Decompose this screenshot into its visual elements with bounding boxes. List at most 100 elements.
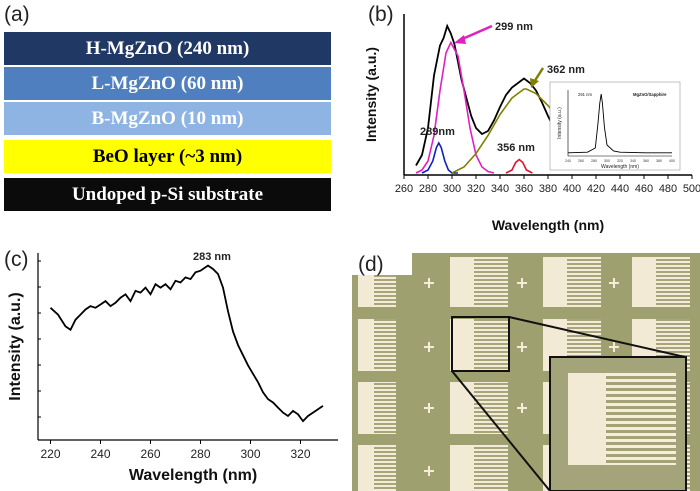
x-tick-label: 280 [419, 183, 437, 195]
zoom-line-top [508, 316, 686, 358]
inset-tick-label: 360 [643, 159, 649, 163]
layer-label: L-MgZnO (60 nm) [91, 72, 244, 94]
alignment-mark [424, 466, 434, 476]
zoom-inset [549, 356, 687, 491]
annotation-356nm: 356 nm [497, 142, 535, 154]
x-tick-label: 340 [491, 183, 509, 195]
layer-1: H-MgZnO (240 nm) [4, 32, 331, 65]
white-corner [352, 253, 412, 275]
electrode-pad [358, 382, 374, 434]
alignment-mark [609, 278, 619, 288]
x-tick-label: 500 [683, 183, 700, 195]
x-tick-label: 480 [659, 183, 677, 195]
spectrum-chart-c: 220 240 260 280 300 320 Wavelength (nm) Intensi… [7, 251, 338, 484]
x-tick-label: 380 [539, 183, 557, 195]
measured-spectrum-line [415, 23, 561, 166]
panel-b-label: (b) [368, 3, 394, 26]
x-tick-label: 360 [515, 183, 533, 195]
inset-tick-label: 280 [591, 159, 597, 163]
electrode-fingers [474, 319, 508, 371]
electrode-pad [450, 257, 474, 307]
arrow-362nm-head [530, 78, 539, 88]
alignment-mark [424, 403, 434, 413]
inset-tick-label: 340 [630, 159, 636, 163]
panel-c-label: (c) [4, 248, 29, 271]
electrode-pad [450, 319, 474, 371]
electrode-fingers [656, 257, 690, 307]
x-tick-label: 280 [190, 447, 210, 461]
annotation-289nm: 289nm [420, 126, 455, 138]
electrode-fingers [474, 257, 508, 307]
inset-tick-label: 260 [578, 159, 584, 163]
zoom-line-bottom [451, 370, 551, 491]
layer-label: Undoped p-Si substrate [71, 183, 264, 205]
gaussian-356-line [505, 158, 533, 174]
y-axis-label: Intensity (a.u.) [7, 292, 24, 400]
panel-a-label: (a) [4, 3, 30, 26]
x-tick-label: 400 [563, 183, 581, 195]
x-tick-label: 320 [290, 447, 310, 461]
electrode-fingers [374, 319, 396, 371]
annotation-299nm: 299 nm [495, 21, 533, 33]
layer-label: B-MgZnO (10 nm) [91, 107, 244, 129]
x-tick-label: 260 [395, 183, 413, 195]
layer-2: L-MgZnO (60 nm) [4, 67, 331, 100]
inset-tick-label: 240 [565, 159, 571, 163]
electrode-pad [450, 382, 474, 434]
x-axis-label: Wavelength (nm) [492, 217, 604, 233]
spectrum-line [49, 264, 324, 423]
x-tick-label: 460 [635, 183, 653, 195]
x-tick-label: 300 [240, 447, 260, 461]
alignment-mark [517, 278, 527, 288]
x-tick-label: 320 [467, 183, 485, 195]
inset-tick-label: 300 [604, 159, 610, 163]
layer-5: Undoped p-Si substrate [4, 178, 331, 211]
x-tick-label: 440 [611, 183, 629, 195]
electrode-fingers [474, 382, 508, 434]
layer-3: B-MgZnO (10 nm) [4, 102, 331, 135]
electrode-pad [450, 445, 474, 491]
electrode-fingers [374, 382, 396, 434]
x-tick-label: 220 [40, 447, 60, 461]
zoom-box [451, 316, 510, 372]
pl-spectrum-chart: 260 280 300 320 340 360 380 400 420 440 460 480 500 W… [363, 14, 700, 233]
x-tick-label: 300 [443, 183, 461, 195]
inset-y-label: Intensity (a.u.) [557, 107, 563, 139]
alignment-mark [517, 342, 527, 352]
annotation-362nm: 362 nm [547, 64, 585, 76]
inset-peak-label: 291 nm [578, 92, 592, 97]
inset-tick-label: 380 [656, 159, 662, 163]
layer-label: H-MgZnO (240 nm) [85, 37, 250, 59]
arrow-299nm-head [454, 35, 466, 44]
inset-tick-label: 320 [617, 159, 623, 163]
alignment-mark [609, 342, 619, 352]
alignment-mark [424, 342, 434, 352]
electrode-fingers [567, 257, 601, 307]
gaussian-289-line [421, 141, 458, 174]
electrode-pad [543, 257, 567, 307]
annotation-283nm: 283 nm [193, 251, 231, 263]
inset-legend: MgZnO/Sapphire [633, 92, 667, 97]
panel-d-label: (d) [358, 253, 384, 276]
inset-spectrum-line [567, 93, 672, 154]
y-axis-label: Intensity (a.u.) [363, 47, 379, 142]
electrode-fingers [374, 445, 396, 491]
x-tick-label: 420 [587, 183, 605, 195]
arrow-299nm [459, 24, 493, 42]
arrow-362nm [532, 67, 545, 83]
electrode-micrograph: (d) [352, 253, 700, 491]
inset-chart: 240 260 280 300 320 340 360 380 400 Wavelength (n… [549, 81, 681, 171]
layer-4: BeO layer (~3 nm) [4, 140, 331, 173]
x-tick-label: 240 [90, 447, 110, 461]
electrode-fingers [474, 445, 508, 491]
x-tick-label: 260 [140, 447, 160, 461]
gaussian-299-line [415, 40, 495, 174]
electrode-pad [358, 445, 374, 491]
alignment-mark [517, 403, 527, 413]
inset-x-label: Wavelength (nm) [601, 164, 639, 170]
electrode-pad [632, 257, 656, 307]
alignment-mark [424, 278, 434, 288]
electrode-pad [358, 319, 374, 371]
x-axis-label: Wavelength (nm) [129, 467, 257, 484]
layer-label: BeO layer (~3 nm) [92, 145, 243, 167]
